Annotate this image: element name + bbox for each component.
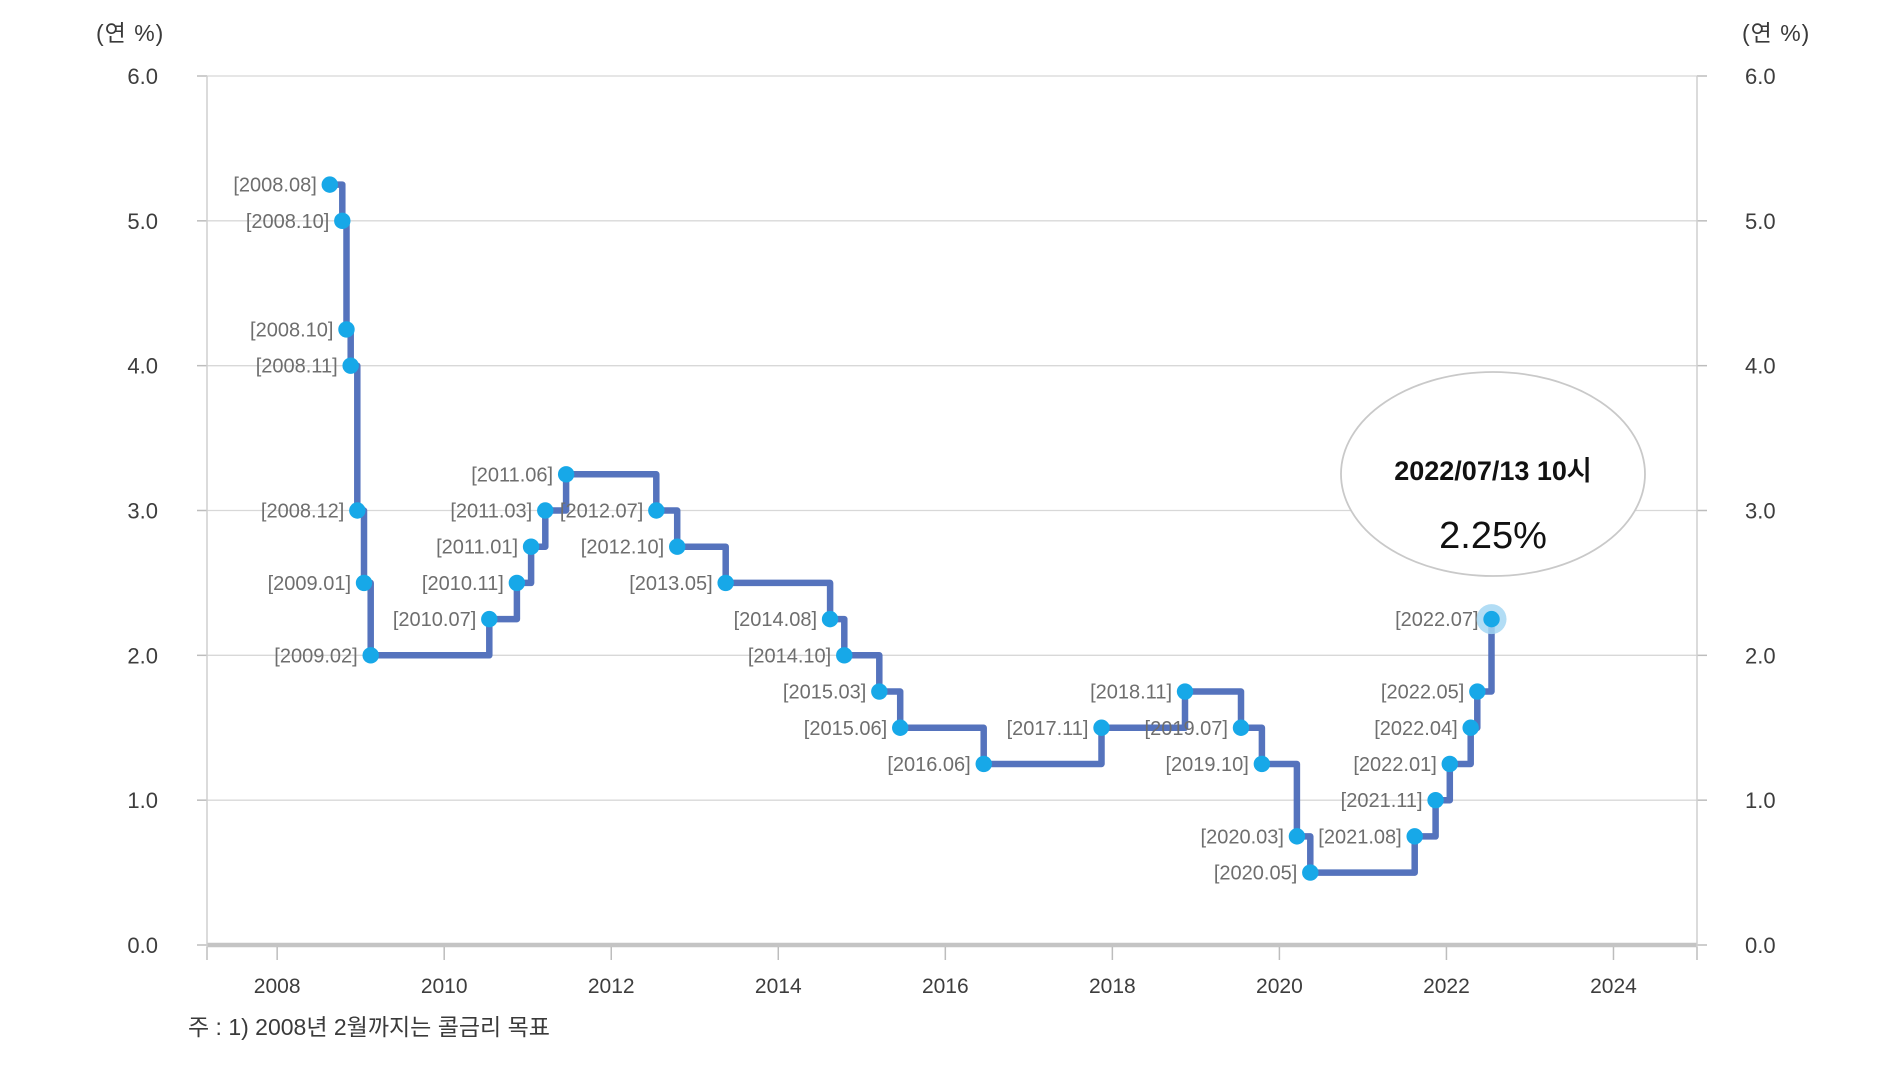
point-label: [2020.05] bbox=[1214, 863, 1297, 885]
point-label: [2021.08] bbox=[1318, 826, 1401, 848]
point-label: [2008.12] bbox=[261, 501, 344, 523]
data-point-marker bbox=[1232, 719, 1250, 736]
point-label: [2018.11] bbox=[1090, 682, 1172, 704]
point-label: [2010.07] bbox=[393, 609, 476, 631]
y-axis-unit-left: (연 %) bbox=[96, 20, 165, 46]
point-label: [2022.01] bbox=[1353, 754, 1436, 776]
y-tick-label-right: 1.0 bbox=[1745, 788, 1776, 813]
data-point-marker bbox=[836, 647, 853, 664]
point-label: [2019.10] bbox=[1165, 754, 1248, 776]
point-label: [2008.10] bbox=[246, 211, 329, 233]
y-tick-label-left: 4.0 bbox=[127, 354, 158, 379]
point-label: [2008.11] bbox=[256, 356, 338, 378]
y-tick-label-right: 3.0 bbox=[1745, 499, 1776, 524]
data-point-marker bbox=[1427, 791, 1444, 809]
point-label: [2020.03] bbox=[1201, 826, 1284, 848]
data-point-marker bbox=[355, 574, 373, 592]
data-point-marker bbox=[1469, 683, 1486, 700]
data-point-marker bbox=[508, 574, 526, 592]
data-point-marker bbox=[892, 719, 909, 736]
point-label: [2011.01] bbox=[436, 537, 518, 559]
data-point-marker bbox=[338, 321, 355, 338]
point-label: [2022.07] bbox=[1395, 609, 1478, 631]
data-point-marker bbox=[1093, 719, 1110, 736]
point-label: [2014.08] bbox=[734, 609, 817, 631]
x-tick-label: 2022 bbox=[1423, 975, 1470, 998]
data-point-marker bbox=[648, 502, 665, 519]
chart-footnote: 주 : 1) 2008년 2월까지는 콜금리 목표 bbox=[188, 1014, 550, 1040]
x-tick-label: 2018 bbox=[1089, 975, 1136, 998]
point-label: [2022.04] bbox=[1374, 718, 1457, 740]
data-point-marker bbox=[342, 357, 359, 374]
y-tick-label-left: 3.0 bbox=[127, 499, 158, 524]
data-point-marker-latest bbox=[1483, 610, 1500, 628]
x-tick-label: 2024 bbox=[1590, 975, 1637, 998]
point-label: [2009.01] bbox=[268, 573, 351, 595]
data-point-marker bbox=[349, 502, 366, 519]
y-tick-label-right: 0.0 bbox=[1745, 933, 1776, 958]
data-point-marker bbox=[1441, 755, 1458, 773]
data-point-marker bbox=[481, 610, 498, 628]
point-label: [2014.10] bbox=[748, 645, 831, 667]
point-label: [2010.11] bbox=[422, 573, 504, 595]
point-label: [2011.03] bbox=[450, 501, 532, 523]
data-point-marker bbox=[334, 212, 351, 230]
point-label: [2016.06] bbox=[887, 754, 970, 776]
y-tick-label-left: 5.0 bbox=[127, 209, 158, 234]
data-point-marker bbox=[522, 538, 540, 555]
y-tick-label-left: 6.0 bbox=[127, 64, 158, 89]
x-tick-label: 2012 bbox=[588, 975, 635, 998]
x-tick-label: 2016 bbox=[922, 975, 969, 998]
point-label: [2012.10] bbox=[581, 537, 664, 559]
x-tick-label: 2010 bbox=[421, 975, 468, 998]
y-axis-unit-right: (연 %) bbox=[1742, 20, 1811, 46]
data-point-marker bbox=[1462, 719, 1479, 736]
callout-rate: 2.25% bbox=[1439, 515, 1547, 557]
data-point-marker bbox=[537, 502, 554, 519]
data-point-marker bbox=[717, 574, 734, 592]
y-tick-label-right: 2.0 bbox=[1745, 643, 1776, 668]
data-point-marker bbox=[1253, 755, 1271, 773]
data-point-marker bbox=[871, 683, 888, 700]
point-label: [2015.06] bbox=[804, 718, 887, 740]
data-point-marker bbox=[669, 538, 686, 555]
data-point-marker bbox=[1288, 828, 1306, 845]
point-label: [2011.06] bbox=[471, 464, 553, 486]
callout-date: 2022/07/13 10시 bbox=[1394, 456, 1592, 486]
data-point-marker bbox=[557, 466, 575, 483]
point-label: [2021.11] bbox=[1341, 790, 1423, 812]
data-point-marker bbox=[321, 176, 338, 193]
x-tick-label: 2020 bbox=[1256, 975, 1303, 998]
callout-bubble bbox=[1340, 371, 1646, 577]
point-label: [2008.08] bbox=[233, 175, 316, 197]
data-point-marker bbox=[362, 647, 379, 664]
data-point-marker bbox=[821, 610, 839, 628]
y-tick-label-right: 5.0 bbox=[1745, 209, 1776, 234]
y-tick-label-left: 0.0 bbox=[127, 933, 158, 958]
x-tick-label: 2008 bbox=[254, 975, 301, 998]
point-label: [2008.10] bbox=[250, 319, 333, 341]
point-label: [2012.07] bbox=[560, 501, 643, 523]
y-tick-label-right: 6.0 bbox=[1745, 64, 1776, 89]
y-tick-label-left: 2.0 bbox=[127, 643, 158, 668]
y-tick-label-left: 1.0 bbox=[127, 788, 158, 813]
data-point-marker bbox=[1302, 864, 1319, 881]
point-label: [2017.11] bbox=[1007, 718, 1089, 740]
point-label: [2019.07] bbox=[1145, 718, 1228, 740]
point-label: [2013.05] bbox=[629, 573, 712, 595]
y-tick-label-right: 4.0 bbox=[1745, 354, 1776, 379]
data-point-marker bbox=[1406, 828, 1423, 845]
point-label: [2015.03] bbox=[783, 682, 866, 704]
data-point-marker bbox=[1176, 683, 1194, 700]
point-label: [2009.02] bbox=[274, 645, 357, 667]
x-tick-label: 2014 bbox=[755, 975, 802, 998]
point-label: [2022.05] bbox=[1381, 682, 1464, 704]
data-point-marker bbox=[975, 755, 992, 773]
